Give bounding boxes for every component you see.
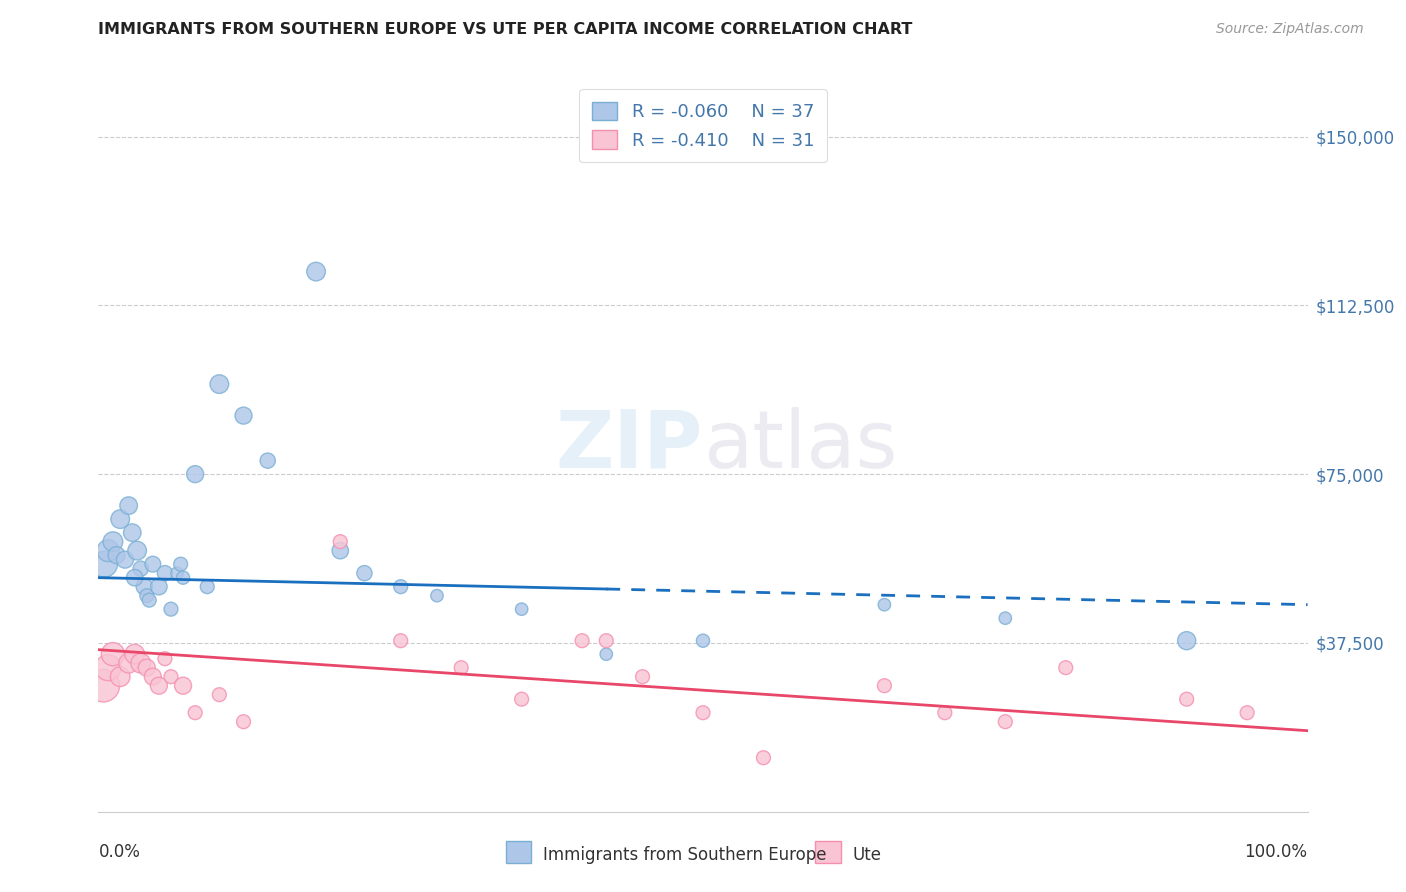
Point	[124, 647, 146, 661]
Text: ZIP: ZIP	[555, 407, 703, 485]
Point	[1175, 692, 1198, 706]
Point	[873, 679, 896, 693]
Point	[450, 661, 472, 675]
Point	[108, 670, 131, 684]
Point	[97, 543, 120, 558]
Point	[129, 562, 152, 576]
Point	[1236, 706, 1258, 720]
Point	[692, 706, 714, 720]
Point	[994, 714, 1017, 729]
Point	[184, 467, 207, 482]
Point	[124, 571, 146, 585]
Text: 0.0%: 0.0%	[98, 843, 141, 861]
Point	[631, 670, 654, 684]
Point	[595, 633, 617, 648]
Text: Source: ZipAtlas.com: Source: ZipAtlas.com	[1216, 22, 1364, 37]
Point	[166, 566, 188, 581]
Text: Ute: Ute	[852, 847, 882, 864]
Point	[208, 377, 231, 392]
Point	[305, 264, 328, 278]
Point	[118, 499, 141, 513]
Point	[148, 580, 170, 594]
Point	[160, 602, 183, 616]
Point	[329, 534, 352, 549]
Point	[329, 543, 352, 558]
Point	[101, 534, 124, 549]
Point	[353, 566, 375, 581]
Point	[426, 589, 449, 603]
Point	[994, 611, 1017, 625]
Point	[256, 453, 278, 467]
Point	[195, 580, 218, 594]
Point	[595, 647, 617, 661]
Point	[389, 633, 412, 648]
Point	[97, 661, 120, 675]
Point	[118, 656, 141, 670]
Point	[232, 409, 254, 423]
Point	[934, 706, 956, 720]
Point	[138, 593, 160, 607]
Point	[1175, 633, 1198, 648]
Point	[91, 679, 114, 693]
Point	[184, 706, 207, 720]
Point	[121, 525, 143, 540]
Point	[692, 633, 714, 648]
Point	[135, 661, 157, 675]
Point	[142, 670, 165, 684]
Point	[232, 714, 254, 729]
Point	[172, 679, 194, 693]
Point	[172, 571, 194, 585]
Point	[129, 656, 152, 670]
Point	[101, 647, 124, 661]
Point	[873, 598, 896, 612]
Point	[127, 543, 149, 558]
Point	[389, 580, 412, 594]
Point	[108, 512, 131, 526]
Point	[105, 548, 128, 562]
Point	[1054, 661, 1077, 675]
Point	[752, 750, 775, 764]
Point	[571, 633, 593, 648]
Point	[153, 651, 176, 665]
Point	[169, 557, 191, 571]
Point	[114, 552, 136, 566]
Point	[148, 679, 170, 693]
Point	[153, 566, 176, 581]
Point	[135, 589, 157, 603]
Point	[134, 580, 156, 594]
Text: IMMIGRANTS FROM SOUTHERN EUROPE VS UTE PER CAPITA INCOME CORRELATION CHART: IMMIGRANTS FROM SOUTHERN EUROPE VS UTE P…	[98, 22, 912, 37]
Legend: R = -0.060    N = 37, R = -0.410    N = 31: R = -0.060 N = 37, R = -0.410 N = 31	[579, 89, 827, 162]
Point	[510, 692, 533, 706]
Point	[142, 557, 165, 571]
Text: Immigrants from Southern Europe: Immigrants from Southern Europe	[543, 847, 827, 864]
Text: atlas: atlas	[703, 407, 897, 485]
Point	[208, 688, 231, 702]
Point	[93, 557, 115, 571]
Text: 100.0%: 100.0%	[1244, 843, 1308, 861]
Point	[510, 602, 533, 616]
Point	[160, 670, 183, 684]
